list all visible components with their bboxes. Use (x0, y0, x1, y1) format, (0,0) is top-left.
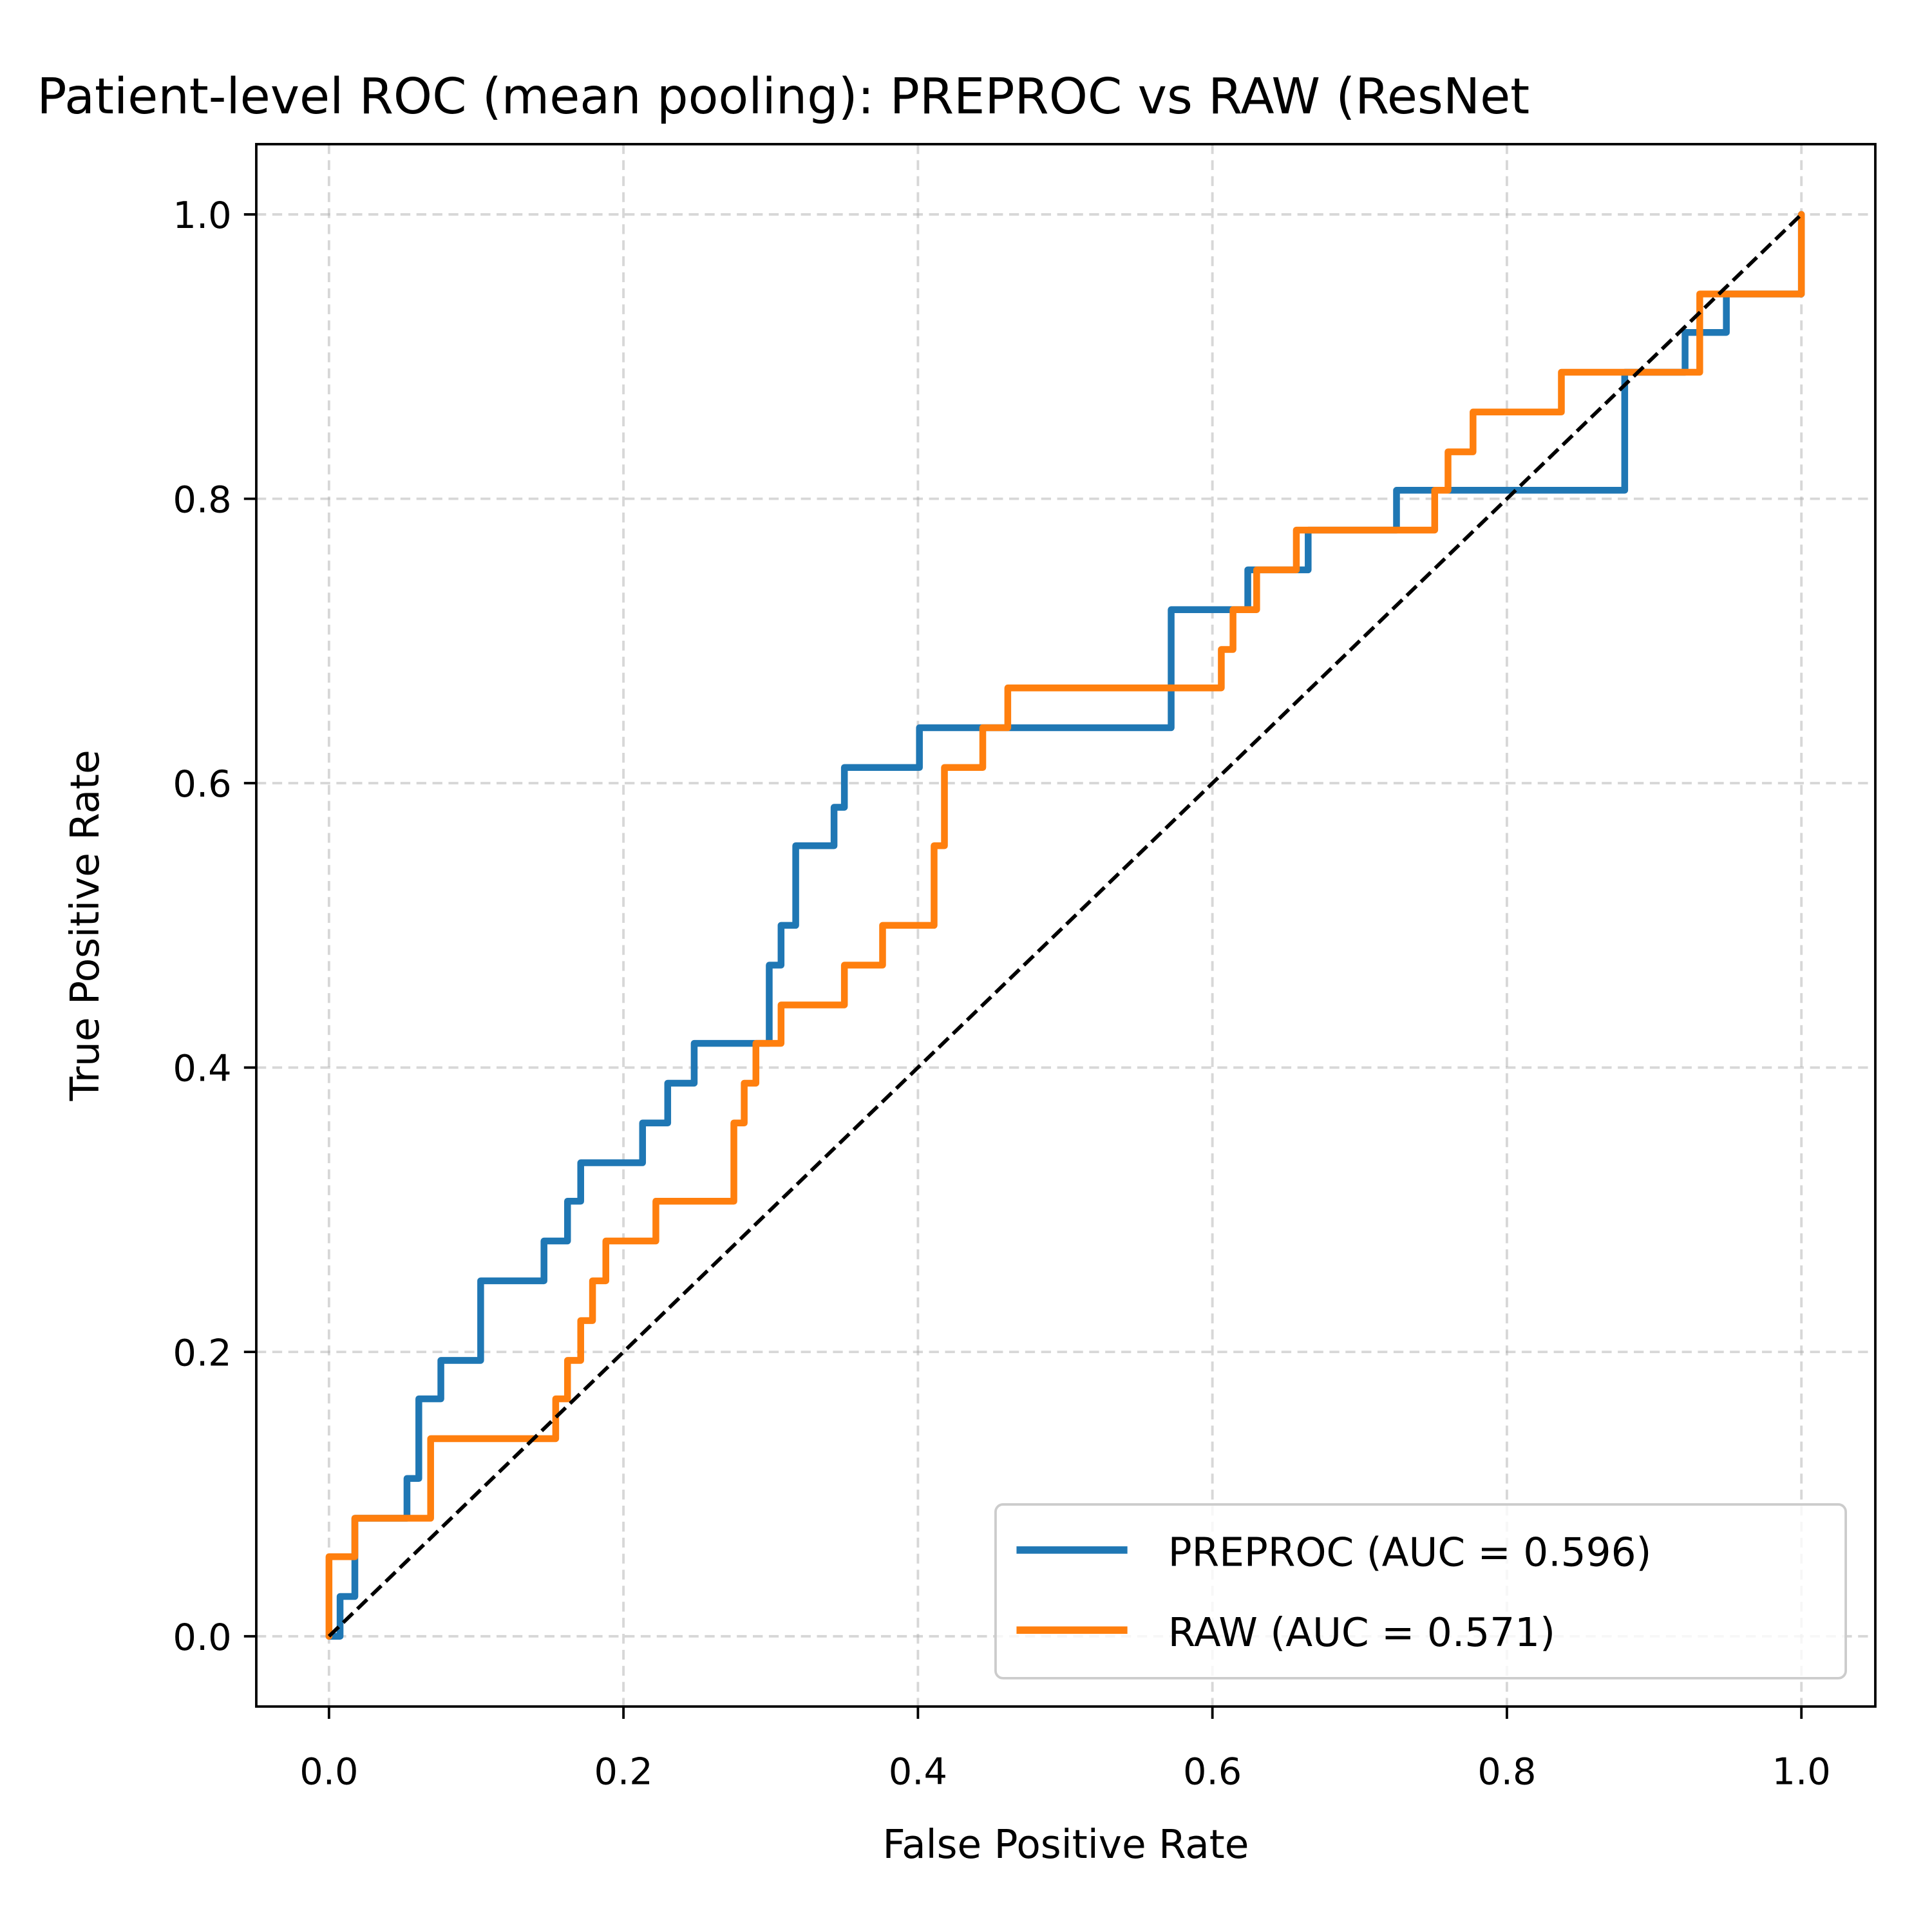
raw-roc-line (325, 211, 1805, 1640)
legend-label-preproc: PREPROC (AUC = 0.596) (1168, 1530, 1652, 1576)
y-tick-label: 0.4 (173, 1047, 231, 1090)
x-tick-label: 0.8 (1477, 1750, 1536, 1793)
y-tick-label: 0.6 (173, 762, 231, 806)
grid (256, 144, 1875, 1707)
legend-frame (994, 1503, 1847, 1680)
legend: PREPROC (AUC = 0.596) RAW (AUC = 0.571) (994, 1503, 1847, 1680)
y-tick-label: 0.8 (173, 478, 231, 522)
preproc-roc-line (325, 211, 1805, 1640)
legend-label-raw: RAW (AUC = 0.571) (1168, 1610, 1555, 1656)
x-tick-label: 1.0 (1772, 1750, 1831, 1793)
y-tick-label: 0.2 (173, 1331, 231, 1374)
y-tick-label: 0.0 (173, 1616, 231, 1659)
chance-diagonal-line (327, 213, 1803, 1638)
series-lines (325, 211, 1805, 1640)
y-tick-label: 1.0 (173, 194, 231, 237)
x-tick-label: 0.2 (594, 1750, 652, 1793)
y-axis-label: True Positive Rate (62, 750, 108, 1101)
x-tick-label: 0.0 (299, 1750, 358, 1793)
x-axis-label: False Positive Rate (882, 1822, 1249, 1868)
chart-title: Patient-level ROC (mean pooling): PREPRO… (37, 68, 1530, 126)
x-tick-label: 0.4 (889, 1750, 947, 1793)
ticks: 0.0 0.2 0.4 0.6 0.8 1.0 0.0 0.2 0.4 0.6 0.8 1.0 (173, 194, 1830, 1793)
x-tick-label: 0.6 (1183, 1750, 1242, 1793)
axes-frame (255, 142, 1877, 1708)
